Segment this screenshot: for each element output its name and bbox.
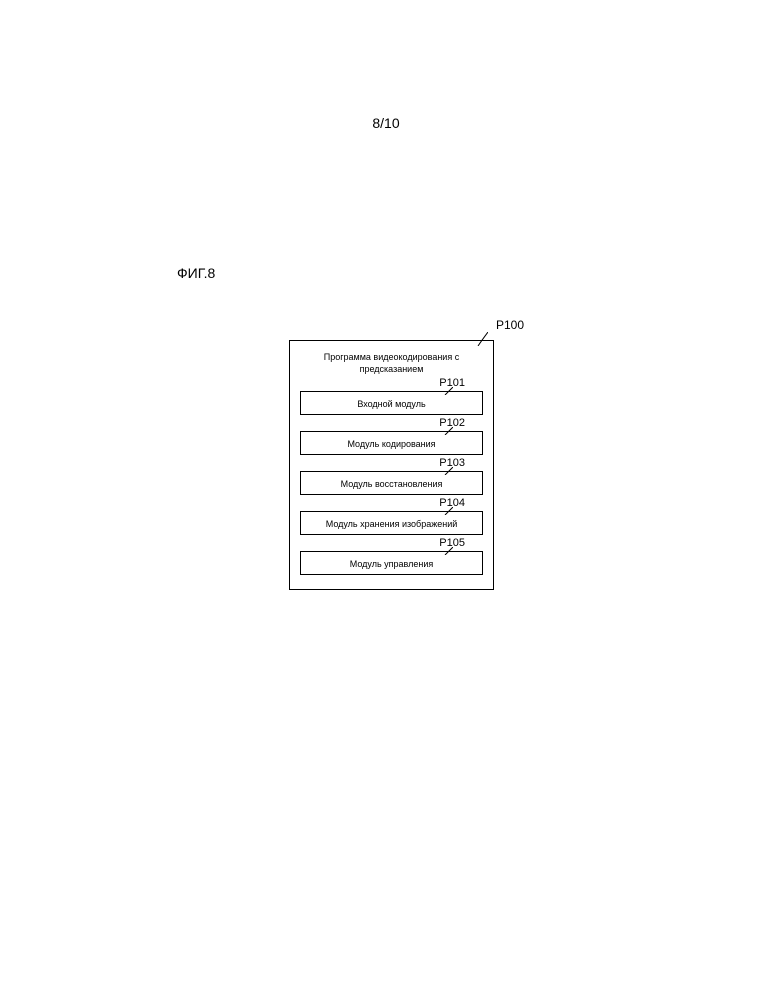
- program-title: Программа видеокодирования с предсказани…: [300, 351, 483, 375]
- page: 8/10 ФИГ.8 P100 Программа видеокодирован…: [0, 0, 772, 999]
- leader-line-icon: [443, 467, 453, 475]
- leader-line-icon: [443, 547, 453, 555]
- leader-line-icon: [443, 387, 453, 395]
- module-row: P102 Модуль кодирования: [300, 431, 483, 455]
- outer-box-ref: P100: [496, 318, 524, 332]
- figure-label: ФИГ.8: [177, 265, 215, 281]
- module-row: P103 Модуль восстановления: [300, 471, 483, 495]
- leader-line-icon: [443, 427, 453, 435]
- leader-line-icon: [443, 507, 453, 515]
- module-row: P104 Модуль хранения изображений: [300, 511, 483, 535]
- program-box: Программа видеокодирования с предсказани…: [289, 340, 494, 590]
- module-row: P101 Входной модуль: [300, 391, 483, 415]
- diagram-container: P100 Программа видеокодирования с предск…: [289, 340, 494, 590]
- page-number: 8/10: [0, 115, 772, 131]
- leader-line-icon: [476, 332, 488, 346]
- module-box: Модуль восстановления: [300, 471, 483, 495]
- module-box: Модуль хранения изображений: [300, 511, 483, 535]
- module-box: Модуль кодирования: [300, 431, 483, 455]
- module-box: Модуль управления: [300, 551, 483, 575]
- module-row: P105 Модуль управления: [300, 551, 483, 575]
- module-box: Входной модуль: [300, 391, 483, 415]
